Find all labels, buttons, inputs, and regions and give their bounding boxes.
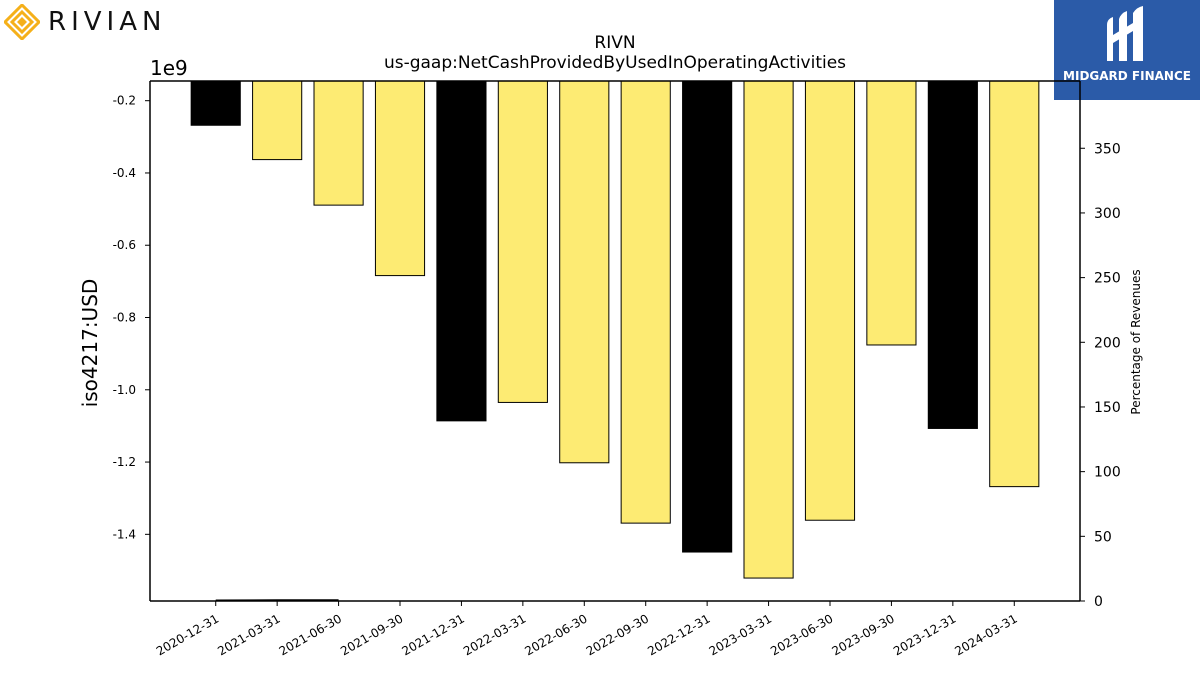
y-tick-label: -0.8 <box>113 311 136 325</box>
x-tick-label: 2024-03-31 <box>952 611 1019 658</box>
chart-subtitle: us-gaap:NetCashProvidedByUsedInOperating… <box>384 53 846 73</box>
x-tick-label: 2020-12-31 <box>154 611 221 658</box>
y-tick-label: -0.2 <box>113 94 136 108</box>
bar-2021-12-31 <box>436 80 487 422</box>
x-tick-label: 2022-09-30 <box>584 611 651 658</box>
y-right-tick-label: 300 <box>1094 206 1121 222</box>
bar-2022-09-30 <box>620 80 671 524</box>
x-tick-label: 2023-09-30 <box>830 611 897 658</box>
x-tick-label: 2022-03-31 <box>461 611 528 658</box>
y-tick-label: -0.4 <box>113 166 136 180</box>
y-right-tick-label: 350 <box>1094 141 1121 157</box>
midgard-m-icon <box>1107 6 1143 61</box>
y-right-tick-label: 100 <box>1094 465 1121 481</box>
x-tick-label: 2023-03-31 <box>707 611 774 658</box>
x-tick-label: 2021-03-31 <box>215 611 282 658</box>
y-right-tick-label: 250 <box>1094 271 1121 287</box>
bar-2020-12-31 <box>190 80 241 126</box>
bar-2023-06-30 <box>804 80 856 521</box>
chart-title: RIVN <box>594 33 635 53</box>
x-tick-label: 2023-06-30 <box>768 611 835 658</box>
bar-2022-06-30 <box>559 80 610 464</box>
midgard-finance-logo: MIDGARD FINANCE <box>1054 0 1200 100</box>
x-tick-label: 2021-12-31 <box>400 611 467 658</box>
bar-2023-03-31 <box>743 80 794 579</box>
bar-2024-03-31 <box>989 80 1040 488</box>
bar-2021-09-30 <box>374 80 426 277</box>
rivian-logo: RIVIAN <box>4 2 166 42</box>
y-tick-label: -1.0 <box>113 383 136 397</box>
rivian-diamond-icon <box>4 4 40 40</box>
y-axis-right-label: Percentage of Revenues <box>1129 269 1143 414</box>
x-tick-label: 2022-12-31 <box>645 611 712 658</box>
y-right-tick-label: 0 <box>1094 594 1103 610</box>
y-tick-label: -1.2 <box>113 455 136 469</box>
bar-series <box>190 80 1040 579</box>
bar-2022-12-31 <box>682 80 733 553</box>
bar-2021-03-31 <box>252 80 303 161</box>
x-tick-label: 2022-06-30 <box>522 611 589 658</box>
x-tick-label: 2023-12-31 <box>891 611 958 658</box>
y-axis-label: iso4217:USD <box>78 279 102 408</box>
bar-2023-09-30 <box>866 80 917 346</box>
y-tick-label: -1.4 <box>113 527 136 541</box>
y-right-tick-label: 200 <box>1094 335 1121 351</box>
y-right-tick-label: 150 <box>1094 400 1121 416</box>
y-tick-label: -0.6 <box>113 238 136 252</box>
midgard-wordmark: MIDGARD FINANCE <box>1063 69 1191 83</box>
y-offset-label: 1e9 <box>150 56 188 80</box>
bar-2022-03-31 <box>497 80 548 403</box>
x-tick-label: 2021-09-30 <box>338 611 405 658</box>
bar-2023-12-31 <box>927 80 978 429</box>
y-right-tick-label: 50 <box>1094 529 1112 545</box>
bar-2021-06-30 <box>313 80 364 206</box>
rivian-wordmark: RIVIAN <box>48 7 167 37</box>
x-tick-label: 2021-06-30 <box>277 611 344 658</box>
